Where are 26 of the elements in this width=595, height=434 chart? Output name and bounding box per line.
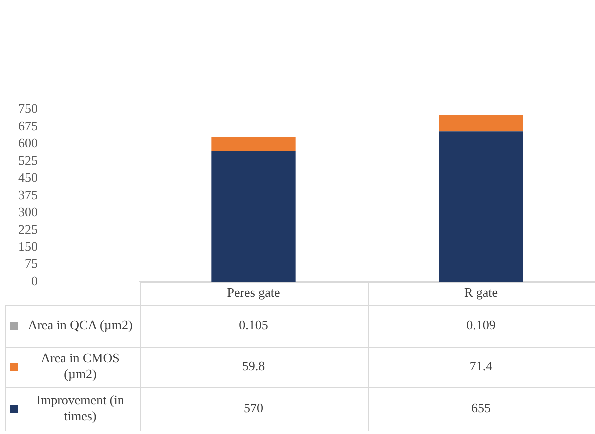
- y-tick-label: 300: [18, 204, 38, 220]
- x-tick-label: R gate: [464, 284, 498, 300]
- data-label: 59.8: [242, 358, 266, 374]
- data-label: 0.109: [466, 317, 496, 332]
- y-tick-label: 675: [18, 118, 38, 134]
- y-tick-label: 150: [18, 238, 38, 254]
- y-tick-label: 0: [32, 273, 38, 288]
- data-label: 71.4: [470, 358, 494, 374]
- x-tick-label: Peres gate: [227, 284, 281, 300]
- y-tick-label: 450: [18, 170, 38, 186]
- bar: [439, 132, 524, 282]
- bar: [439, 115, 524, 132]
- legend-label: Area in QCA (µm2): [28, 317, 133, 332]
- bar: [212, 151, 296, 282]
- bar: [212, 137, 296, 152]
- data-label: 570: [244, 400, 264, 416]
- y-tick-label: 75: [25, 256, 38, 272]
- y-tick-label: 525: [18, 152, 38, 168]
- legend-label: Improvement (in times): [36, 392, 125, 424]
- y-tick-label: 600: [18, 136, 38, 151]
- data-label: 0.105: [239, 317, 268, 332]
- data-label: 655: [472, 400, 491, 416]
- y-tick-label: 375: [18, 187, 38, 202]
- y-tick-label: 225: [18, 222, 38, 237]
- legend-label: Area in CMOS (µm2): [41, 350, 120, 382]
- y-tick-label: 750: [18, 101, 38, 116]
